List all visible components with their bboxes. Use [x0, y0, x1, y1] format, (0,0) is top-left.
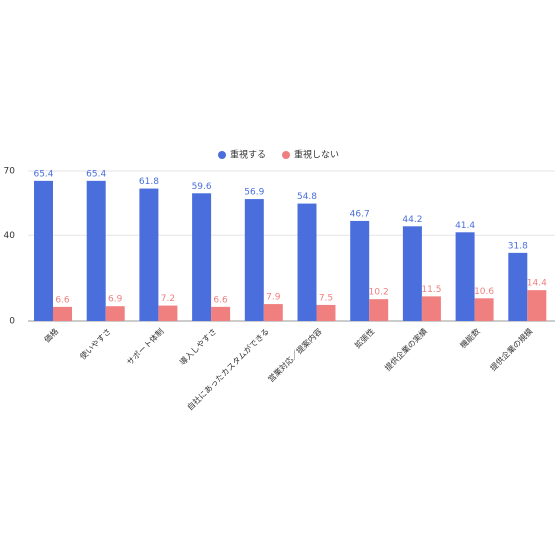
bar — [244, 199, 264, 321]
value-label: 31.8 — [508, 241, 528, 251]
bar — [455, 232, 475, 321]
value-label: 6.9 — [108, 295, 123, 305]
value-label: 41.4 — [455, 221, 475, 231]
value-label: 10.6 — [474, 287, 494, 297]
bar — [34, 180, 53, 321]
bar — [350, 220, 370, 321]
x-tick-label: 提供企業の規模 — [488, 326, 535, 373]
bar — [139, 188, 159, 321]
value-label: 65.4 — [86, 169, 106, 179]
bar — [508, 252, 528, 321]
value-label: 59.6 — [192, 182, 212, 192]
value-label: 46.7 — [350, 209, 370, 219]
x-tick-label: 拡張性 — [352, 326, 376, 350]
value-label: 6.6 — [55, 295, 70, 305]
bar — [297, 203, 317, 321]
x-tick-label: サポート体制 — [125, 326, 166, 367]
value-label: 44.2 — [402, 215, 422, 225]
x-tick-label: 機能数 — [458, 326, 482, 350]
value-label: 7.2 — [161, 294, 175, 304]
x-tick-label: 価格 — [42, 326, 60, 344]
x-tick-label: 営業対応／提案内容 — [266, 326, 324, 384]
bar — [402, 226, 422, 321]
value-label: 7.5 — [319, 293, 333, 303]
bar — [316, 304, 336, 321]
x-tick-label: 使いやすさ — [78, 326, 113, 361]
value-label: 54.8 — [297, 192, 317, 202]
x-tick-label: 提供企業の実績 — [382, 326, 429, 373]
legend-swatch — [282, 151, 290, 159]
x-tick-label: 導入しやすさ — [177, 326, 218, 367]
value-label: 10.2 — [369, 288, 389, 298]
bar — [86, 180, 106, 321]
bar — [527, 290, 547, 321]
value-label: 56.9 — [244, 188, 264, 198]
value-label: 14.4 — [527, 279, 547, 289]
value-label: 7.9 — [266, 293, 281, 303]
value-label: 61.8 — [139, 177, 159, 187]
bar — [421, 296, 441, 321]
bar — [263, 304, 283, 321]
bar — [369, 299, 389, 321]
value-label: 11.5 — [421, 285, 441, 295]
bar — [158, 305, 178, 321]
value-label: 65.4 — [33, 169, 53, 179]
bar — [192, 193, 212, 321]
legend-label: 重視する — [230, 149, 266, 161]
bar — [53, 306, 72, 321]
y-tick-label: 0 — [9, 317, 15, 327]
y-tick-label: 70 — [4, 167, 16, 177]
y-tick-label: 40 — [4, 231, 16, 241]
bar — [474, 298, 494, 321]
legend-label: 重視しない — [294, 149, 339, 161]
legend-swatch — [218, 151, 226, 159]
x-tick-label: 自社にあったカスタムができる — [185, 326, 271, 412]
value-label: 6.6 — [213, 295, 228, 305]
bar — [105, 306, 125, 321]
bar — [211, 306, 231, 321]
